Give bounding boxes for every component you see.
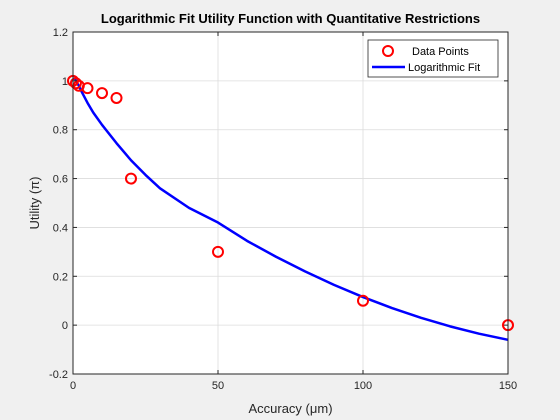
x-tick-label: 0 xyxy=(70,380,76,392)
y-axis-label: Utility (π) xyxy=(27,176,42,229)
y-tick-label: 1 xyxy=(62,76,68,88)
data-point xyxy=(81,82,94,95)
data-point xyxy=(69,77,82,90)
legend-label-data-points: Data Points xyxy=(412,46,469,58)
y-tick-label: 0.8 xyxy=(53,125,68,137)
y-tick-label: 0.2 xyxy=(53,271,68,283)
data-point xyxy=(96,87,108,100)
chart-title: Logarithmic Fit Utility Function with Qu… xyxy=(101,11,480,26)
legend-marker-data-points xyxy=(382,45,394,57)
data-point xyxy=(125,172,137,185)
y-tick-label: -0.2 xyxy=(49,369,68,381)
grid xyxy=(72,31,509,375)
y-tick-label: 0 xyxy=(62,320,68,332)
data-point xyxy=(212,245,224,258)
legend: Data Points Logarithmic Fit xyxy=(367,39,499,78)
y-tick-label: 0.4 xyxy=(53,222,68,234)
y-tick-label: 0.6 xyxy=(53,174,68,186)
x-tick-label: 150 xyxy=(499,380,517,392)
x-tick-label: 100 xyxy=(354,380,372,392)
x-axis-label: Accuracy (μm) xyxy=(248,401,332,416)
data-point xyxy=(110,91,123,104)
x-tick-label: 50 xyxy=(212,380,224,392)
ticks: 0 50 100 150-0.200.20.40.60.811.2 xyxy=(49,27,517,392)
series-line-logarithmic-fit xyxy=(73,76,509,342)
plot-area xyxy=(73,32,508,374)
legend-label-logarithmic-fit: Logarithmic Fit xyxy=(408,62,480,74)
y-tick-label: 1.2 xyxy=(53,27,68,39)
plot-border xyxy=(72,31,509,375)
data-point xyxy=(357,294,369,307)
